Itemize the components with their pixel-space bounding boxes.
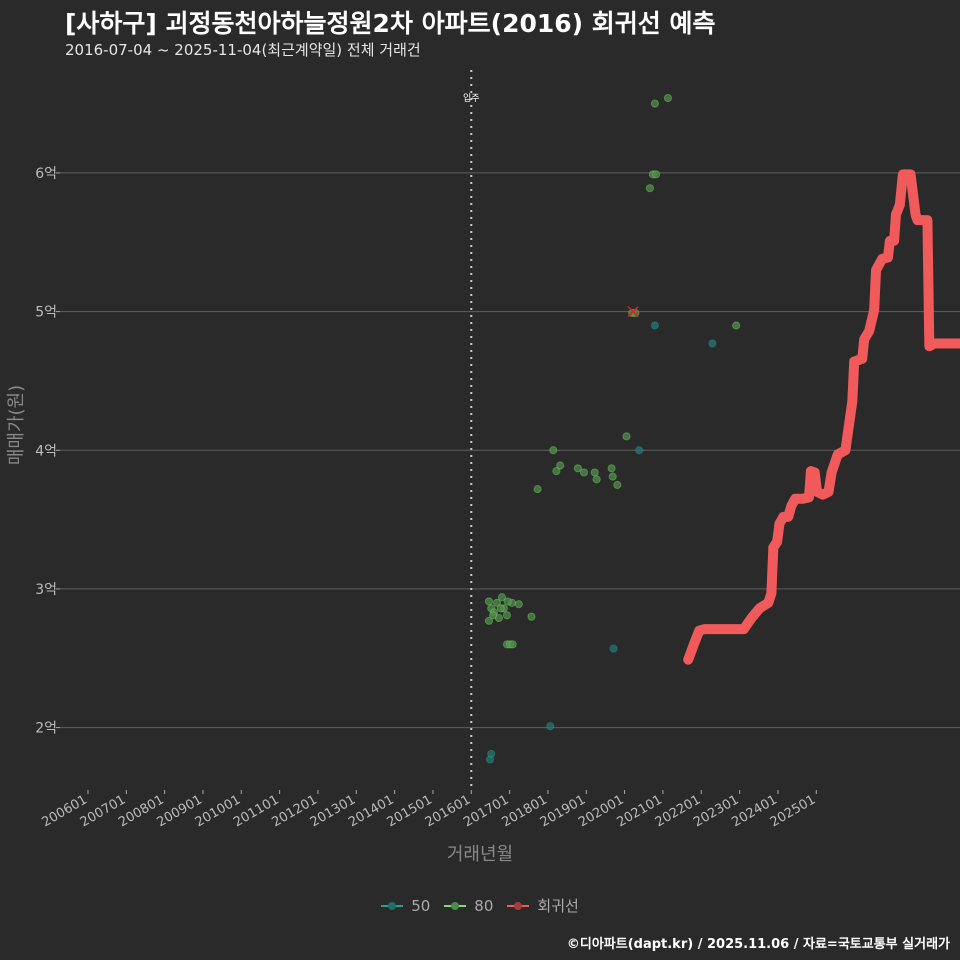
scatter-point-80 (549, 446, 558, 455)
y-tick-label: 3억 (35, 582, 57, 598)
scatter-point-80 (484, 616, 494, 625)
scatter-point-80 (496, 604, 505, 613)
legend-item-80[interactable]: 80 (444, 895, 493, 916)
x-axis-title: 거래년월 (447, 844, 513, 865)
scatter-point-50 (546, 722, 555, 731)
scatter-point-80 (484, 597, 494, 606)
scatter-point-80 (590, 468, 599, 477)
scatter-point-80 (613, 480, 622, 490)
scatter-point-80 (732, 321, 741, 330)
scatter-point-80 (489, 611, 498, 620)
scatter-point-50 (708, 339, 717, 348)
chart-subtitle: 2016-07-04 ~ 2025-11-04(최근계약일) 전체 거래건 (65, 41, 421, 59)
legend-item-50[interactable]: 50 (381, 895, 430, 916)
scatter-point-80 (607, 464, 616, 473)
scatter-point-80 (533, 484, 542, 494)
y-tick-label: 6억 (35, 166, 57, 182)
scatter-point-50 (650, 321, 659, 330)
scatter-point-80 (508, 640, 517, 649)
scatter-point-80 (573, 464, 582, 473)
move-in-label: 입주 (463, 92, 480, 104)
scatter-point-50 (487, 749, 496, 759)
scatter-point-80 (579, 468, 589, 477)
legend-label: 80 (474, 896, 494, 915)
scatter-point-80 (492, 598, 502, 607)
y-axis-title: 매매가(원) (6, 385, 27, 465)
legend-item-regression[interactable]: 회귀선 (507, 895, 579, 916)
scatter-point-80 (527, 612, 536, 621)
scatter-point-80 (514, 600, 523, 609)
source-caption: ©디아파트(dapt.kr) / 2025.11.06 / 자료=국토교통부 실… (566, 937, 950, 952)
scatter-point-80 (552, 466, 561, 476)
scatter-point-80 (503, 597, 512, 606)
y-tick-label: 2억 (35, 721, 57, 737)
legend-label: 50 (411, 896, 431, 915)
regression-line (683, 169, 960, 665)
scatter-point-80 (663, 93, 673, 103)
legend: 50 80 회귀선 (0, 895, 960, 916)
scatter-point-80 (497, 593, 507, 602)
cross-marker (627, 306, 639, 318)
chart-title: [사하구] 괴정동천아하늘정원2차 아파트(2016) 회귀선 예측 (65, 9, 716, 38)
scatter-point-80 (651, 170, 661, 179)
scatter-point-80 (502, 611, 512, 620)
scatter-point-80 (645, 184, 655, 193)
scatter-point-80 (592, 475, 601, 484)
legend-label: 회귀선 (537, 897, 579, 915)
scatter-point-80 (556, 461, 565, 470)
scatter-point-80 (608, 472, 617, 481)
y-tick-label: 4억 (35, 443, 57, 459)
scatter-point-50 (609, 644, 618, 653)
y-tick-label: 5억 (35, 305, 57, 321)
scatter-point-50 (635, 446, 644, 455)
scatter-point-80 (622, 432, 631, 441)
scatter-point-80 (650, 99, 659, 108)
